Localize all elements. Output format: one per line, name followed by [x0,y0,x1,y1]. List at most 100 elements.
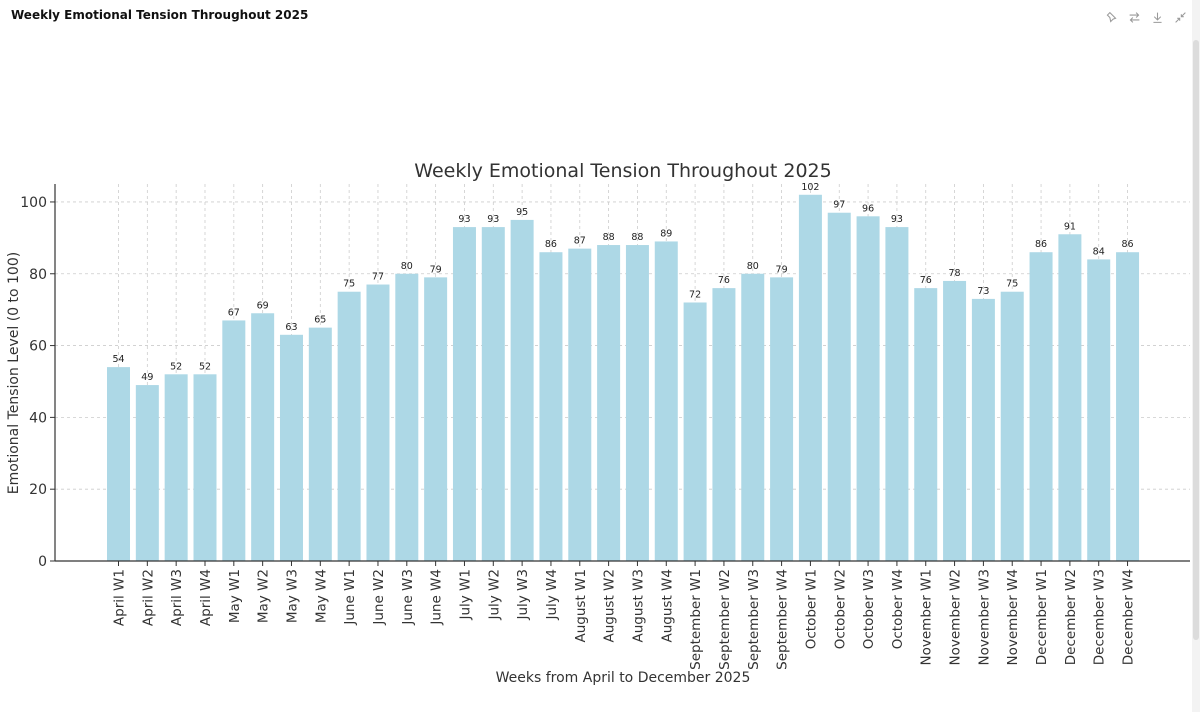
bar-value-label: 75 [1006,279,1018,290]
labels-layer: 0 20 40 60 80 100 54 April W1 49 April W2 52 April … [20,182,1136,670]
x-tick-label: April W1 [112,569,128,626]
y-tick-label: 40 [29,410,47,426]
x-tick-label: April W3 [169,569,185,626]
bar[interactable] [971,298,995,561]
x-tick-label: July W3 [515,569,531,621]
bar[interactable] [164,374,188,561]
bar[interactable] [1116,252,1140,561]
x-tick-label: October W1 [803,569,819,649]
bar[interactable] [798,194,822,561]
bar[interactable] [308,327,332,561]
bar[interactable] [539,252,563,561]
x-tick-label: December W1 [1034,569,1050,665]
scrollbar[interactable] [1192,0,1200,712]
x-tick-label: November W3 [976,569,992,665]
y-tick-label: 0 [38,554,47,570]
x-tick-label: May W1 [227,569,243,623]
bar[interactable] [193,374,217,561]
x-tick-label: June W4 [429,569,445,626]
bar[interactable] [481,227,505,562]
bar[interactable] [856,216,880,562]
bar[interactable] [510,219,534,561]
bar[interactable] [654,241,678,561]
bar[interactable] [1058,234,1082,561]
bar[interactable] [366,284,390,561]
y-axis-label: Emotional Tension Level (0 to 100) [6,252,22,494]
y-tick-label: 20 [29,482,47,498]
x-tick-label: August W4 [659,569,675,642]
pin-icon [1106,11,1117,23]
bar-value-label: 88 [631,232,643,243]
x-axis-label: Weeks from April to December 2025 [496,670,751,686]
bar-value-label: 75 [343,279,355,290]
bar[interactable] [107,367,130,561]
bar-value-label: 67 [228,307,240,318]
collapse-button[interactable] [1173,10,1188,25]
x-tick-label: September W2 [717,569,733,670]
x-tick-label: August W3 [630,569,646,642]
scrollbar-thumb[interactable] [1193,40,1199,640]
app-title: Weekly Emotional Tension Throughout 2025 [11,8,309,22]
bar-value-label: 54 [112,354,124,365]
x-tick-label: May W3 [284,569,300,623]
bar[interactable] [222,320,246,561]
bar[interactable] [251,313,275,561]
x-tick-label: July W4 [544,569,560,621]
bar-value-label: 93 [891,214,903,225]
bar-value-label: 93 [487,214,499,225]
x-tick-label: May W4 [313,569,329,623]
transpose-button[interactable] [1127,10,1142,25]
bar-value-label: 88 [603,232,615,243]
bar-value-label: 95 [516,207,528,218]
bar[interactable] [741,273,765,561]
bar[interactable] [712,288,736,561]
bar-value-label: 96 [862,203,874,214]
bar[interactable] [337,291,361,561]
x-tick-label: December W3 [1092,569,1108,665]
bar[interactable] [395,273,419,561]
bar[interactable] [770,277,794,561]
bar-value-label: 80 [747,261,759,272]
bar[interactable] [885,227,909,562]
bar[interactable] [568,248,592,561]
x-tick-label: August W1 [573,569,589,642]
x-tick-label: October W2 [832,569,848,649]
pin-button[interactable] [1104,10,1119,25]
bar[interactable] [1029,252,1053,561]
bar-value-label: 76 [718,275,730,286]
bar-value-label: 80 [401,261,413,272]
bar-value-label: 79 [776,264,788,275]
bars-layer [107,194,1140,562]
x-tick-label: December W2 [1063,569,1079,665]
x-tick-label: July W1 [457,569,473,621]
bar-value-label: 49 [141,372,153,383]
bar[interactable] [1087,259,1111,561]
download-button[interactable] [1150,10,1165,25]
bar[interactable] [279,334,303,561]
bar[interactable] [914,288,938,561]
bar-value-label: 93 [458,214,470,225]
chart-toolbar [1104,10,1188,25]
y-tick-label: 60 [29,339,47,355]
bar-value-label: 52 [199,361,211,372]
bar-value-label: 102 [801,182,819,193]
bar[interactable] [683,302,707,561]
x-tick-label: June W2 [371,569,387,626]
x-tick-label: September W4 [775,569,791,670]
y-tick-label: 100 [20,195,47,211]
bar[interactable] [827,212,851,561]
x-tick-label: April W4 [198,569,214,626]
bar[interactable] [452,227,476,562]
bar[interactable] [943,280,967,561]
bar[interactable] [424,277,448,561]
x-tick-label: November W2 [948,569,964,665]
x-tick-label: October W4 [890,569,906,649]
bar-value-label: 86 [1035,239,1047,250]
bar[interactable] [597,245,621,562]
bar-value-label: 97 [833,200,845,211]
bar[interactable] [625,245,649,562]
bar-value-label: 89 [660,228,672,239]
bar[interactable] [135,385,159,561]
bar[interactable] [1000,291,1024,561]
bar-value-label: 86 [1122,239,1134,250]
